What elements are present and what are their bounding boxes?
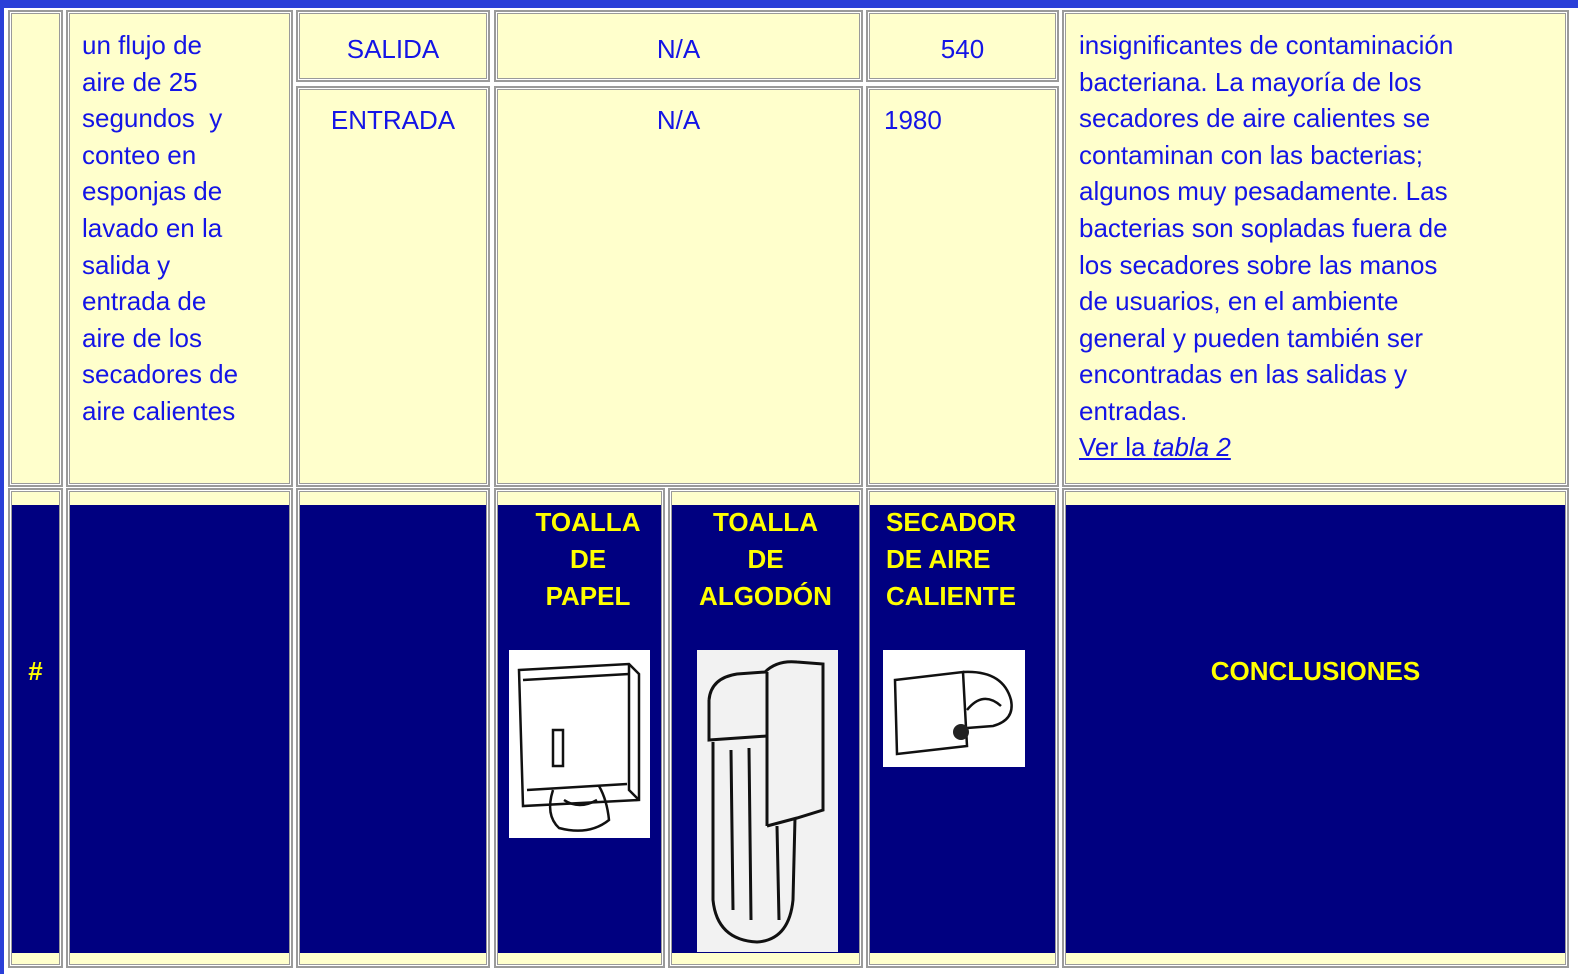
text-line: contaminan con las bacterias; [1079,139,1423,170]
text-line: conteo en [82,139,197,170]
text-line: aire de los [82,322,202,353]
text-line: aire de 25 [82,66,198,97]
conclusions-header: CONCLUSIONES [1210,656,1421,686]
link-prefix[interactable]: Ver la [1079,432,1146,462]
air-dryer-image [883,650,1025,767]
cell [66,10,293,487]
header-line: ALGODÓN [699,581,832,611]
text-line: general y pueden también ser [1079,322,1424,353]
text-line: insignificantes de contaminación [1079,30,1454,60]
column-header: TOALLA DE ALGODÓN [672,504,859,615]
site-label: SALIDA [346,34,440,64]
header-bg [300,505,486,953]
text-line: algunos muy pesadamente. Las [1079,176,1448,207]
cell [8,10,63,487]
cotton-towel-image [697,650,838,952]
top-border [0,0,1578,8]
text-line: los secadores sobre las manos [1079,249,1438,280]
text-line: entrada de [82,286,207,317]
link[interactable]: Ver la tabla 2 [1079,432,1231,462]
header-bg [70,505,289,953]
link-text[interactable]: tabla 2 [1152,432,1231,462]
header-line: DE [569,544,607,574]
cell [494,86,863,487]
cell [866,10,1059,82]
towel-value: N/A [656,105,701,135]
paper-towel-image [509,650,650,838]
site-label: ENTRADA [330,105,456,135]
cell [494,10,863,82]
towel-value: N/A [656,34,701,64]
method-text: un flujo de aire de 25 segundos y conteo en… [82,27,238,430]
conclusion-text: insignificantes de contaminación bacteria… [1079,27,1453,430]
text-line: segundos y [82,103,223,134]
text-line: aire calientes [82,395,236,426]
text-line: de usuarios, en el ambiente [1079,286,1399,317]
text-line: bacteriana. La mayoría de los [1079,66,1422,97]
cell [866,86,1059,487]
text-line: secadores de [82,359,239,390]
text-line: bacterias son sopladas fuera de [1079,212,1448,243]
column-header: TOALLA DE PAPEL [493,504,683,615]
text-line: salida y [82,249,171,280]
cell [1062,10,1569,487]
text-line: secadores de aire calientes se [1079,103,1431,134]
header-line: PAPEL [545,581,631,611]
header-line: DE [747,544,784,574]
text-line: un flujo de [82,30,202,60]
text-line: entradas. [1079,395,1188,426]
cell [296,10,490,82]
text-line: esponjas de [82,176,223,207]
header-bg [12,505,59,953]
table-link[interactable]: Ver la tabla 2 [1079,429,1231,466]
dryer-value: 1980 [884,105,942,135]
header-line: DE AIRE [886,544,991,574]
text-line: lavado en la [82,212,223,243]
header-bg [1066,505,1565,953]
header-line: TOALLA [535,507,641,537]
header-line: SECADOR [886,507,1017,537]
text-line: encontradas en las salidas y [1079,359,1408,390]
column-header: SECADOR DE AIRE CALIENTE [870,504,1055,615]
dryer-value: 540 [940,34,985,64]
header-line: CALIENTE [886,581,1016,611]
cell [296,86,490,487]
hash-header: # [28,656,43,686]
header-line: TOALLA [713,507,818,537]
left-border [0,0,4,974]
